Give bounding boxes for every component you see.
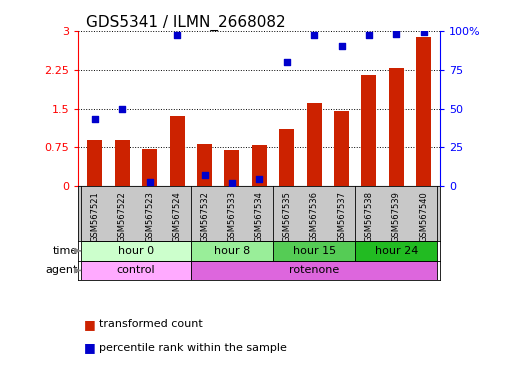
Point <box>310 32 318 38</box>
Bar <box>224 150 239 186</box>
Point <box>337 43 345 50</box>
Bar <box>355 241 437 261</box>
Bar <box>361 75 376 186</box>
Text: GSM567537: GSM567537 <box>336 191 345 242</box>
Text: GSM567539: GSM567539 <box>391 191 400 242</box>
Bar <box>115 140 130 186</box>
Point <box>419 29 427 35</box>
Text: rotenone: rotenone <box>288 265 338 275</box>
Text: GSM567521: GSM567521 <box>90 191 99 242</box>
Text: hour 15: hour 15 <box>292 246 335 256</box>
Bar <box>81 261 190 280</box>
Point <box>391 31 399 37</box>
Text: control: control <box>117 265 155 275</box>
Bar <box>273 241 355 261</box>
Text: GSM567536: GSM567536 <box>309 191 318 242</box>
Bar <box>279 129 294 186</box>
Text: GDS5341 / ILMN_2668082: GDS5341 / ILMN_2668082 <box>85 15 285 31</box>
Point <box>227 180 235 186</box>
Bar <box>142 149 157 186</box>
Bar <box>190 241 273 261</box>
Text: ■: ■ <box>83 318 95 331</box>
Bar <box>169 116 184 186</box>
Bar <box>388 68 403 186</box>
Bar <box>81 241 190 261</box>
Text: GSM567540: GSM567540 <box>419 191 427 242</box>
Point <box>364 32 372 38</box>
Bar <box>196 144 212 186</box>
Point <box>91 116 99 122</box>
Text: hour 8: hour 8 <box>214 246 249 256</box>
Point <box>282 59 290 65</box>
Bar <box>333 111 348 186</box>
Text: GSM567522: GSM567522 <box>118 191 127 242</box>
Bar <box>306 103 321 186</box>
Text: GSM567533: GSM567533 <box>227 191 236 242</box>
Text: percentile rank within the sample: percentile rank within the sample <box>98 343 286 353</box>
Text: agent: agent <box>45 265 78 275</box>
Text: hour 0: hour 0 <box>118 246 154 256</box>
Bar <box>190 261 437 280</box>
Bar <box>416 38 430 186</box>
Point <box>118 106 126 112</box>
Text: GSM567532: GSM567532 <box>199 191 209 242</box>
Point <box>200 172 208 179</box>
Point <box>255 175 263 182</box>
Point <box>145 179 154 185</box>
Bar <box>251 145 266 186</box>
Text: transformed count: transformed count <box>98 319 202 329</box>
Text: hour 24: hour 24 <box>374 246 417 256</box>
Text: GSM567534: GSM567534 <box>255 191 263 242</box>
Text: GSM567524: GSM567524 <box>172 191 181 242</box>
Point <box>173 32 181 38</box>
Text: GSM567523: GSM567523 <box>145 191 154 242</box>
Text: GSM567535: GSM567535 <box>282 191 291 242</box>
Text: time: time <box>53 246 78 256</box>
Text: ■: ■ <box>83 341 95 354</box>
Text: GSM567538: GSM567538 <box>364 191 373 242</box>
Bar <box>87 140 102 186</box>
